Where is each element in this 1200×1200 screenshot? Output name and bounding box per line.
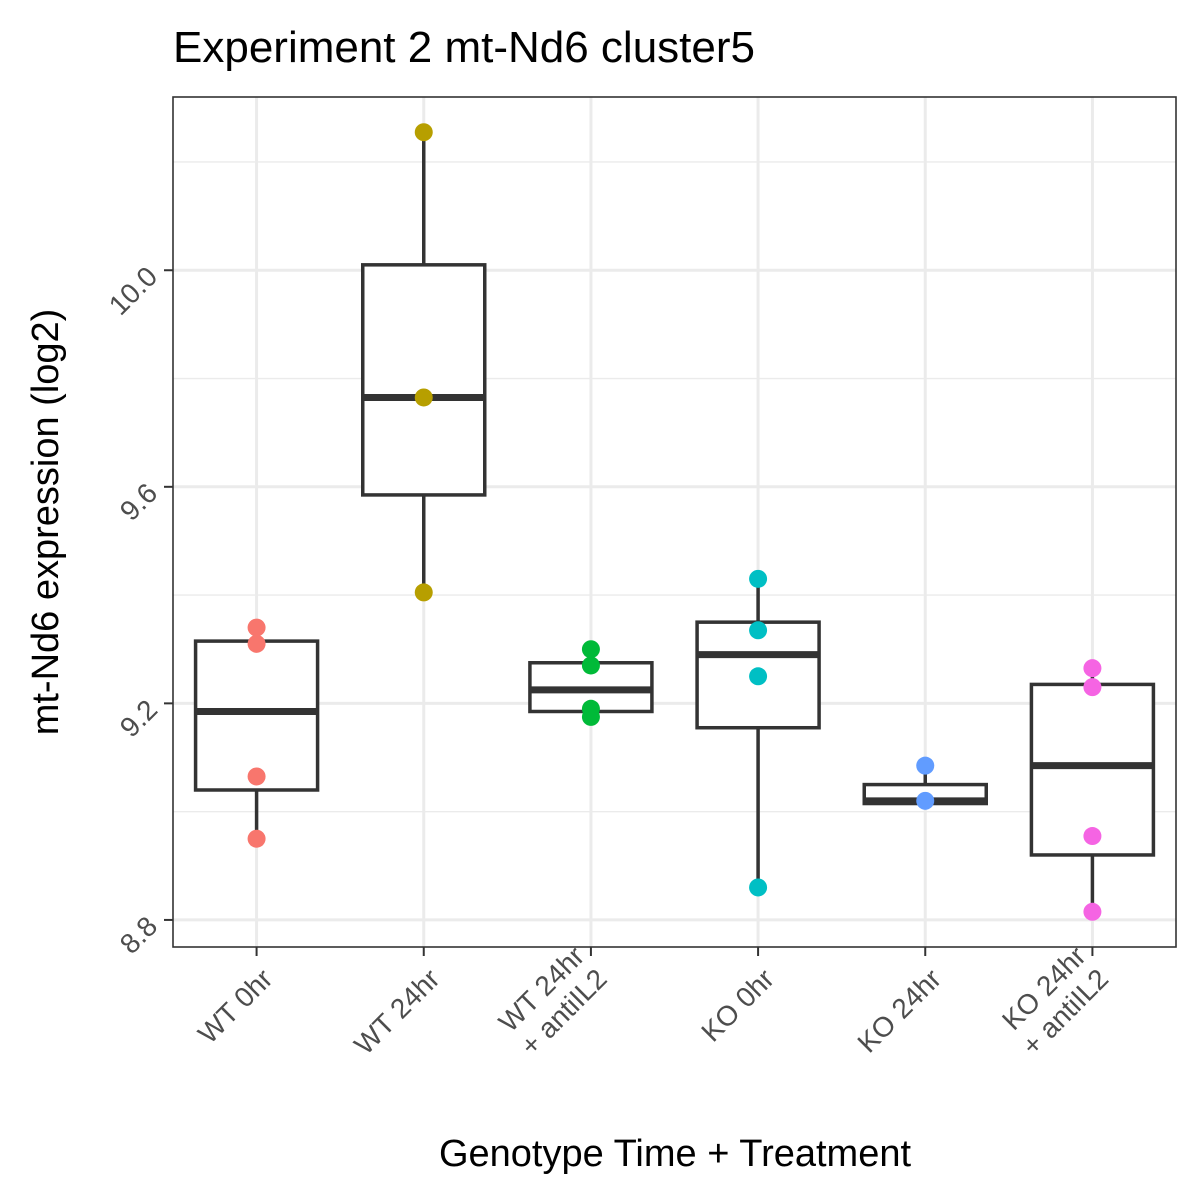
- data-point: [1083, 827, 1102, 846]
- data-point: [749, 621, 768, 640]
- box-iqr: [361, 263, 487, 497]
- data-point: [414, 583, 433, 602]
- boxes-layer: [193, 132, 1156, 912]
- data-point: [1083, 678, 1102, 697]
- data-point: [749, 667, 768, 686]
- data-point: [581, 707, 600, 726]
- box-group: [361, 132, 487, 593]
- x-axis-title: Genotype Time + Treatment: [439, 1133, 912, 1175]
- chart-title: Experiment 2 mt-Nd6 cluster5: [173, 23, 755, 72]
- data-point: [581, 640, 600, 659]
- plot-panel: [173, 97, 1176, 947]
- data-point: [1083, 659, 1102, 678]
- points-layer: [247, 123, 1102, 921]
- data-point: [247, 767, 266, 786]
- data-point: [916, 791, 935, 810]
- plot-border: [172, 96, 1177, 948]
- data-point: [749, 569, 768, 588]
- data-point: [1083, 902, 1102, 921]
- data-point: [916, 756, 935, 775]
- data-point: [247, 829, 266, 848]
- data-point: [749, 878, 768, 897]
- data-point: [414, 388, 433, 407]
- y-axis-title: mt-Nd6 expression (log2): [25, 309, 67, 736]
- data-point: [247, 634, 266, 653]
- data-point: [247, 618, 266, 637]
- data-point: [414, 123, 433, 142]
- data-point: [581, 656, 600, 675]
